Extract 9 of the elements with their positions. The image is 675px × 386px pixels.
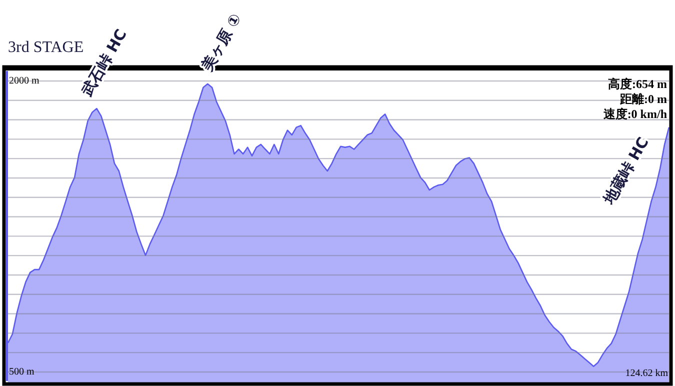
annotation: 高度:654 m	[608, 77, 667, 91]
annotation: 地蔵峠 HC	[599, 134, 652, 208]
annotation: 速度:0 km/h	[602, 107, 668, 121]
annotation: 美ヶ原 ①	[197, 10, 245, 75]
annotation: 距離:0 m	[619, 92, 667, 106]
y-tick-label: 500 m	[9, 366, 34, 378]
annotation: 124.62 km	[625, 368, 668, 379]
chart-title: 3rd STAGE	[8, 39, 84, 56]
y-tick-label: 2000 m	[9, 75, 40, 86]
